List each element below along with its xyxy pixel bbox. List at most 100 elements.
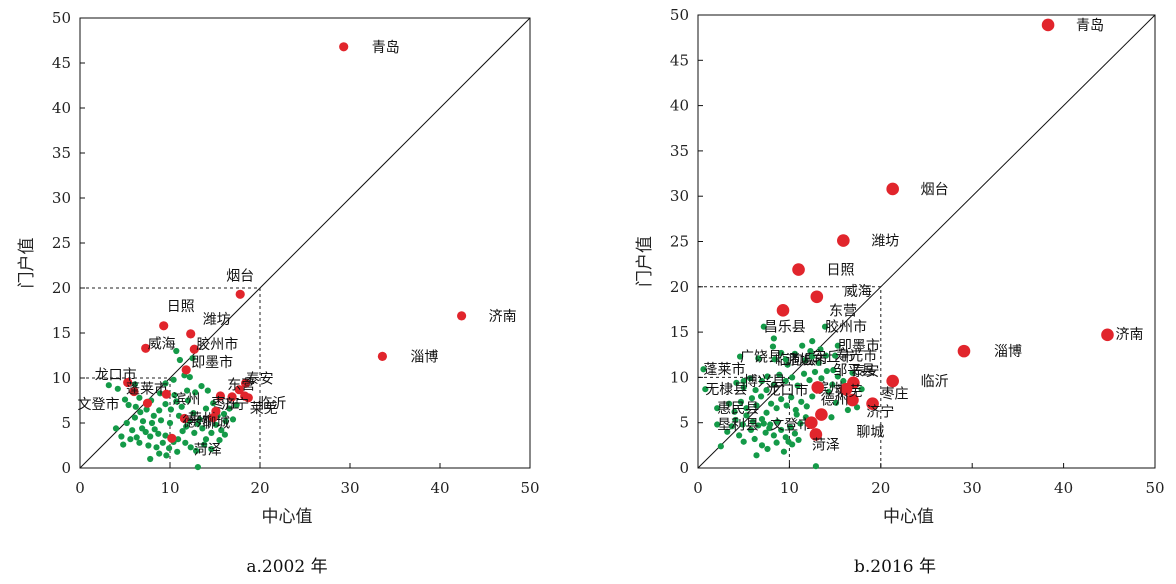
x-axis-title: 中心值 [262,507,313,527]
city-label: 威海 [148,336,176,352]
data-point [809,353,816,360]
data-point [143,406,150,413]
reference-line [79,17,531,469]
data-point [770,432,777,439]
data-point [828,414,835,421]
y-tick-label: 40 [52,99,71,117]
data-point [752,386,759,394]
data-point [807,348,814,355]
data-point [183,423,190,430]
data-point [191,429,198,436]
data-point [823,367,830,375]
city-label: 即墨市 [191,354,233,371]
y-tick-label: 30 [52,189,71,207]
data-point [216,437,223,444]
data-point [139,418,147,425]
data-point [150,412,157,419]
city-label: 潍坊 [871,234,899,250]
city-point [186,329,196,339]
data-point [133,434,140,441]
city-point [159,321,169,331]
data-point [221,431,228,438]
data-point [179,428,186,435]
x-tick-label: 30 [963,479,982,497]
city-point [811,381,825,394]
city-label: 东营 [227,378,255,394]
city-point [1101,328,1114,342]
data-point [749,418,756,425]
x-tick-label: 0 [693,479,703,497]
city-point [805,416,818,430]
data-point [147,455,154,463]
data-point [166,419,174,427]
x-tick-label: 40 [1054,479,1073,497]
data-point [176,356,183,364]
data-point [799,342,806,349]
data-point [746,375,754,382]
data-point [147,433,154,440]
y-tick-label: 20 [670,278,689,296]
point-label: 龙口市 [767,382,809,399]
point-label: 即墨市 [838,338,880,355]
city-label: 菏泽 [194,442,222,458]
point-label: 垦利县 [717,418,759,434]
data-point [830,367,837,374]
city-label: 淄博 [410,348,438,365]
data-point [129,427,136,434]
data-point [751,435,758,443]
city-label: 德州 [182,415,210,431]
y-axis-title: 门户值 [17,238,37,289]
city-label: 东营 [829,303,857,319]
data-point [763,409,770,416]
data-point [834,342,841,349]
x-tick-label: 20 [871,479,890,497]
data-point [763,386,770,394]
city-label: 济宁 [866,404,894,421]
data-point [170,376,177,383]
data-point [818,375,825,382]
data-point [189,355,196,362]
data-point [212,421,219,428]
data-point [829,381,836,388]
data-point [202,436,210,443]
data-point [724,428,731,435]
data-point [794,382,801,389]
data-point [171,392,178,399]
data-point [773,405,780,412]
city-point [189,344,199,354]
data-point [787,424,794,431]
data-point [770,381,777,388]
city-point [129,386,139,397]
city-point [234,385,244,395]
data-point [202,405,210,412]
data-point [156,450,163,457]
city-label: 莱州 [188,411,216,427]
city-label: 菏泽 [812,437,840,453]
y-axis-title: 门户值 [635,236,655,287]
data-point [809,338,816,345]
point-label: 邹平县 [833,363,875,379]
data-point [849,369,856,376]
data-point [782,377,789,385]
x-tick-label: 30 [340,479,359,497]
data-point [844,406,851,414]
data-point [174,448,181,455]
data-point [800,370,808,377]
city-point [141,343,151,353]
data-point [136,394,143,401]
data-point [132,403,139,410]
city-label: 文登市 [78,396,120,413]
city-point [241,378,251,388]
city-point [957,344,971,358]
city-label: 蓬莱市 [126,381,168,398]
data-point [131,381,138,388]
data-point [196,416,203,423]
data-point [740,377,747,385]
data-point [112,425,120,432]
data-point [767,421,774,428]
data-point [789,374,796,381]
data-point [764,373,771,380]
data-point [760,323,767,330]
data-point [773,439,780,446]
data-point [204,387,211,394]
